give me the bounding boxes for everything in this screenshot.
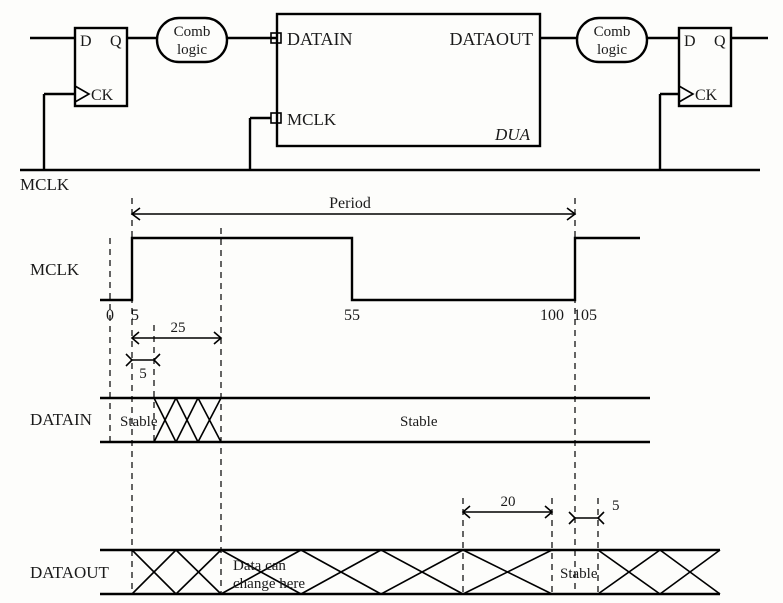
dim-5-dataout-text: 5	[612, 498, 620, 514]
ff-left-d: D	[80, 33, 92, 50]
mclk-wave-label: MCLK	[30, 260, 80, 279]
tick-100: 100	[540, 307, 564, 324]
timing-diagram: Period MCLK 0 5 55 100 105 25	[30, 195, 720, 595]
mclk-net: MCLK	[20, 94, 760, 194]
dataout-change-l1: Data can	[233, 558, 286, 574]
ff-right-q: Q	[714, 33, 726, 50]
dim-25: 25	[132, 320, 221, 344]
tick-55: 55	[344, 307, 360, 324]
comb-logic-right: Comb logic	[577, 18, 647, 62]
dataout-change-l2: change here	[233, 576, 305, 592]
datain-lane: DATAIN Stable Stable	[30, 398, 650, 442]
dim-20-text: 20	[501, 494, 516, 510]
dataout-x-right	[598, 550, 720, 594]
period-dimension: Period	[132, 195, 575, 220]
flipflop-right: D Q CK	[679, 28, 731, 106]
dua-name: DUA	[494, 125, 531, 144]
datain-stable-right: Stable	[400, 414, 438, 430]
ff-left-q: Q	[110, 33, 122, 50]
dataout-x-left	[132, 550, 552, 594]
dim-5-dataout: 5	[569, 498, 620, 524]
dua-block: DATAIN DATAOUT MCLK DUA	[271, 14, 540, 146]
dataout-lane: DATAOUT	[30, 550, 720, 594]
dua-dataout: DATAOUT	[449, 29, 533, 49]
dataout-stable: Stable	[560, 566, 598, 582]
datain-stable-left: Stable	[120, 414, 158, 430]
dua-datain: DATAIN	[287, 29, 353, 49]
dim-5-mclk: 5	[126, 354, 160, 382]
comb-right-l2: logic	[597, 42, 627, 58]
comb-left-l2: logic	[177, 42, 207, 58]
dataout-label: DATAOUT	[30, 563, 110, 582]
dim-5-mclk-text: 5	[139, 366, 147, 382]
comb-logic-left: Comb logic	[157, 18, 227, 62]
ff-right-d: D	[684, 33, 696, 50]
datain-x	[154, 398, 221, 442]
period-label: Period	[329, 195, 371, 212]
comb-left-l1: Comb	[174, 24, 211, 40]
dim-20: 20	[463, 494, 552, 518]
dim-25-text: 25	[171, 320, 186, 336]
tick-105: 105	[573, 307, 597, 324]
mclk-wave: MCLK 0 5 55 100 105	[30, 238, 640, 324]
schematic: D Q CK Comb logic DATAIN DATAOUT MCLK DU…	[20, 14, 768, 194]
ff-left-ck: CK	[91, 87, 114, 104]
datain-label: DATAIN	[30, 410, 92, 429]
flipflop-left: D Q CK	[75, 28, 127, 106]
comb-right-l1: Comb	[594, 24, 631, 40]
dua-mclk: MCLK	[287, 110, 337, 129]
mclk-net-label: MCLK	[20, 175, 70, 194]
ff-right-ck: CK	[695, 87, 718, 104]
